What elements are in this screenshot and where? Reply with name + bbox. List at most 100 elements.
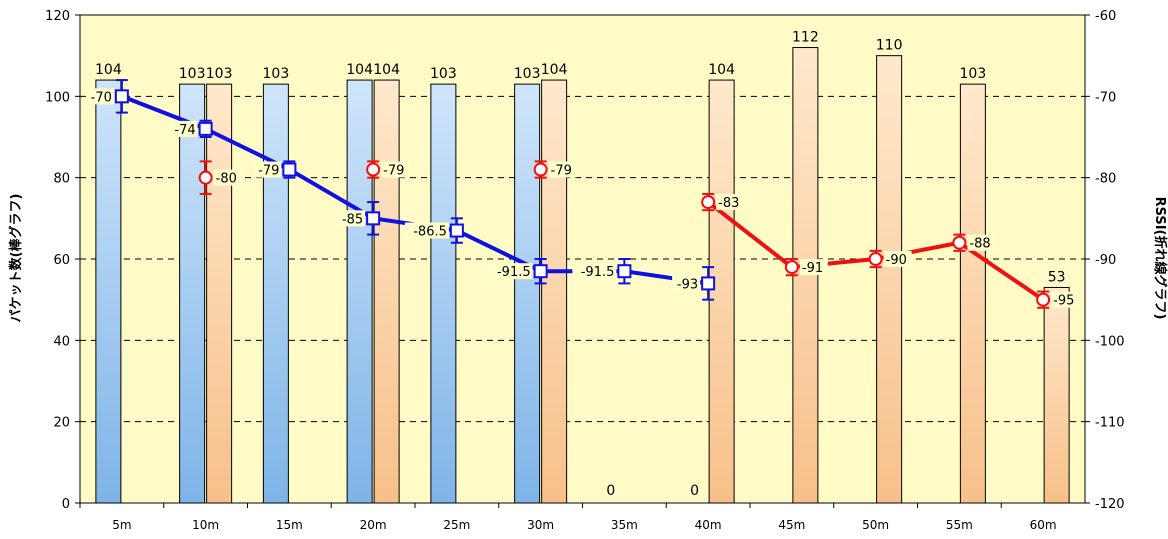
bar <box>206 83 233 504</box>
point-label: -79 <box>383 164 404 179</box>
left-tick-label: 60 <box>53 253 70 268</box>
point-label-bg <box>85 88 114 105</box>
point-label-bg <box>572 263 617 280</box>
point-label: -83 <box>718 196 739 211</box>
left-tick-label: 20 <box>53 416 70 431</box>
point-label: -70 <box>91 90 112 105</box>
right-tick-label: -60 <box>1095 9 1116 24</box>
left-tick-label: 0 <box>62 497 70 512</box>
right-tick-label: -100 <box>1095 334 1125 349</box>
point-label-bg <box>213 169 242 186</box>
left-tick-label: 80 <box>53 172 70 187</box>
data-point <box>1036 292 1051 307</box>
point-label-bg <box>1051 291 1080 308</box>
point-label: -91.5 <box>581 265 615 280</box>
data-point <box>198 121 213 136</box>
data-point <box>784 260 799 275</box>
right-tick-label: -90 <box>1095 253 1116 268</box>
point-label-bg <box>337 210 366 227</box>
x-tick-label: 45m <box>778 518 805 532</box>
bar-label: 103 <box>430 66 457 82</box>
point-label: -80 <box>216 172 237 187</box>
bar-label: 112 <box>792 30 819 46</box>
right-tick-label: -110 <box>1095 416 1125 431</box>
data-point <box>952 235 967 250</box>
point-label: -79 <box>258 164 279 179</box>
point-labels: -70 -74 -79 -85 -86.5 -91.5 -91.5 -93 -80 -79 -79 -… <box>85 88 1080 309</box>
bar <box>1043 286 1070 504</box>
bar-label: 103 <box>960 66 987 82</box>
x-tick-label: 60m <box>1030 518 1057 532</box>
point-label: -79 <box>551 164 572 179</box>
bar <box>708 79 735 504</box>
data-point <box>282 162 297 177</box>
bar-series <box>95 47 1070 504</box>
bar-label: 110 <box>876 38 903 54</box>
data-point <box>701 195 716 210</box>
bar-label: 103 <box>179 66 206 82</box>
data-point <box>701 276 716 291</box>
point-label-bg <box>883 251 912 267</box>
bar-label: 104 <box>708 62 735 78</box>
point-label-bg <box>716 194 745 211</box>
right-tick-label: -80 <box>1095 172 1116 187</box>
point-label: -88 <box>969 237 990 252</box>
bar-label: 0 <box>690 483 699 499</box>
bar-label: 104 <box>346 62 373 78</box>
data-point <box>366 162 381 177</box>
bar-label: 103 <box>263 66 290 82</box>
bar-label: 104 <box>95 62 122 78</box>
point-label-bg <box>381 161 410 178</box>
x-tick-label: 35m <box>611 518 638 532</box>
point-label-bg <box>548 161 577 178</box>
data-point <box>114 89 129 104</box>
point-label-bg <box>488 263 533 280</box>
bar-label: 103 <box>514 66 541 82</box>
bar <box>262 83 289 504</box>
point-label-bg <box>799 259 828 276</box>
left-tick-label: 40 <box>53 334 70 349</box>
bar <box>373 79 400 504</box>
x-tick-label: 25m <box>443 518 470 532</box>
bar-label: 104 <box>541 62 568 78</box>
point-label-bg <box>253 161 282 178</box>
data-point <box>533 264 548 279</box>
bar <box>514 83 541 504</box>
x-tick-label: 10m <box>192 518 219 532</box>
axes: 0 20 40 60 80 100 120 -120 -110 -100 -90 -80 -70 -60 5… <box>45 9 1124 532</box>
point-label: -91 <box>802 261 823 276</box>
x-tick-label: 55m <box>946 518 973 532</box>
data-point <box>617 264 632 279</box>
data-point <box>868 252 883 266</box>
point-label: -85 <box>342 212 363 227</box>
right-tick-label: -120 <box>1095 497 1125 512</box>
x-tick-label: 5m <box>112 518 131 532</box>
point-label: -86.5 <box>413 225 447 240</box>
point-label-bg <box>672 275 701 292</box>
x-tick-label: 15m <box>276 518 303 532</box>
point-label-bg <box>169 120 198 137</box>
point-label: -90 <box>886 253 907 268</box>
left-tick-label: 120 <box>45 9 70 24</box>
data-point <box>198 170 213 185</box>
bar <box>541 79 568 504</box>
bar-label: 103 <box>206 66 233 82</box>
data-point <box>449 223 464 238</box>
bar <box>959 83 986 504</box>
x-tick-label: 40m <box>695 518 722 532</box>
point-label: -91.5 <box>497 265 531 280</box>
point-label: -95 <box>1053 294 1074 309</box>
left-tick-label: 100 <box>45 90 70 105</box>
bar <box>876 55 903 504</box>
x-tick-label: 20m <box>360 518 387 532</box>
x-tick-label: 30m <box>527 518 554 532</box>
bar-label: 104 <box>373 62 400 78</box>
right-axis-title: RSSI(折れ線グラフ) <box>1152 197 1168 320</box>
bar-label: 0 <box>606 483 615 499</box>
point-label: -93 <box>677 277 698 292</box>
bar <box>346 79 373 504</box>
right-tick-label: -70 <box>1095 90 1116 105</box>
bar <box>179 83 206 504</box>
